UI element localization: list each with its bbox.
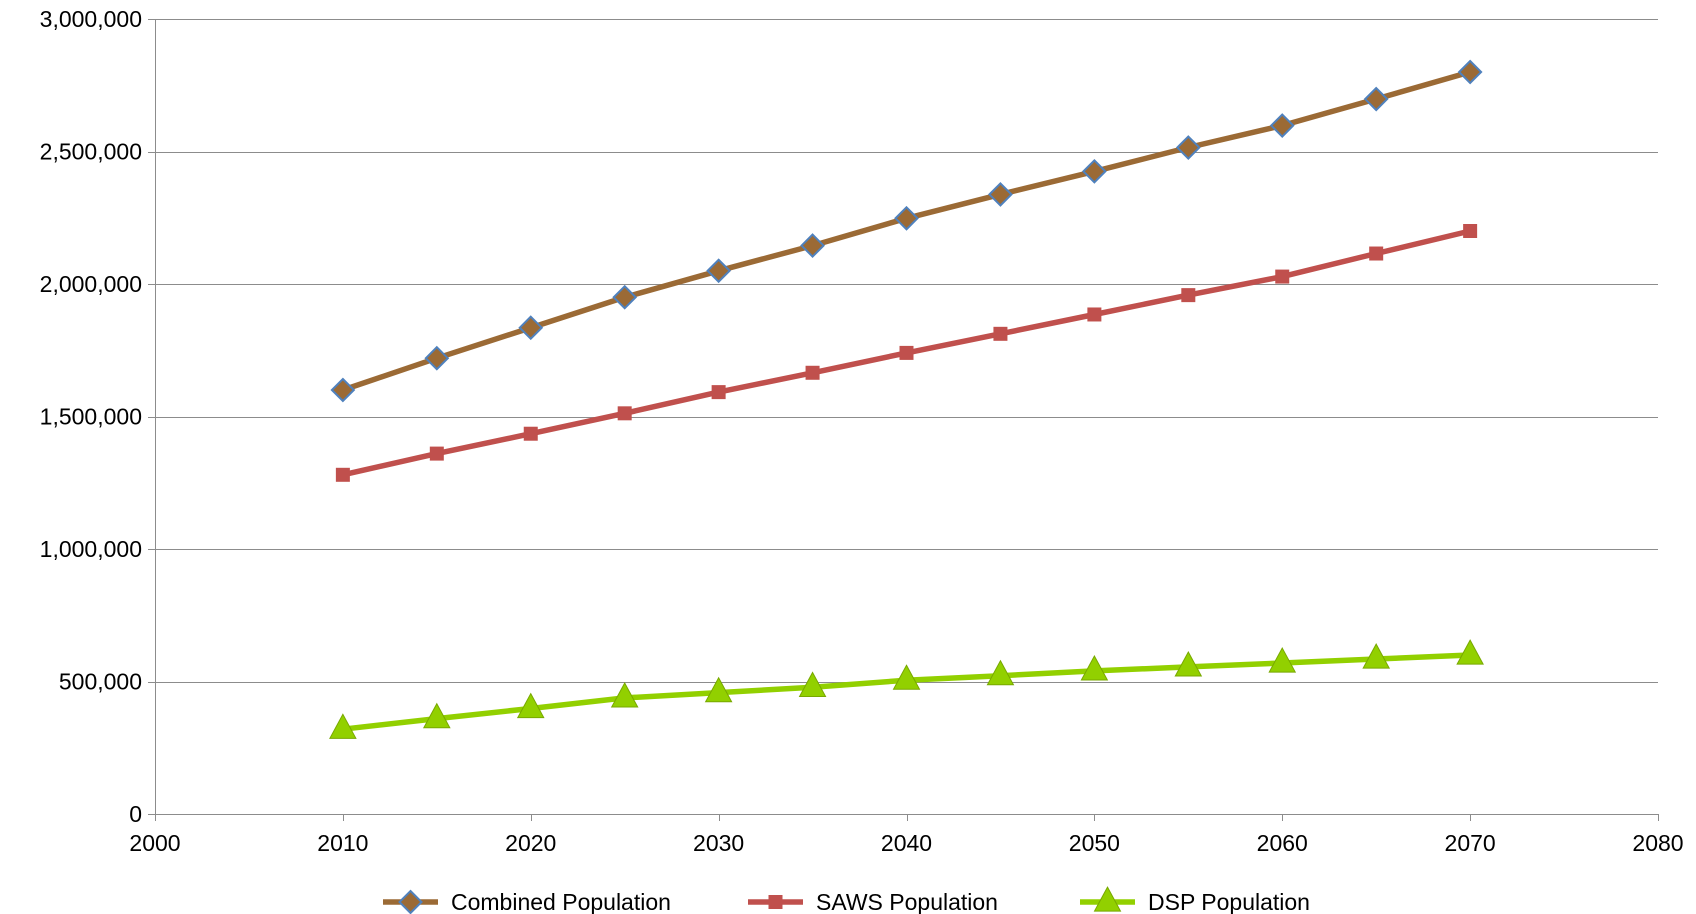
- data-point-saws-population: [429, 446, 444, 461]
- series-combined-population: [330, 59, 1483, 403]
- y-tick-label: 2,500,000: [40, 139, 142, 165]
- data-point-combined-population: [1081, 158, 1107, 184]
- x-tick-label: 2050: [1069, 830, 1120, 856]
- legend-item-dsp-population: DSP Population: [1080, 886, 1310, 914]
- x-tick-label: 2040: [881, 830, 932, 856]
- data-point-saws-population: [1181, 288, 1196, 303]
- data-point-saws-population: [711, 385, 726, 400]
- x-tick-label: 2010: [317, 830, 368, 856]
- data-point-saws-population: [1275, 269, 1290, 284]
- data-point-combined-population: [612, 284, 638, 310]
- y-axis-tick-labels: 0 500,000 1,000,000 1,500,000 2,000,000 2,500…: [40, 6, 142, 827]
- data-point-saws-population: [523, 426, 538, 441]
- y-tick-label: 3,000,000: [40, 6, 142, 32]
- axes: [148, 19, 1659, 821]
- legend-label-combined-population: Combined Population: [451, 889, 671, 914]
- data-point-combined-population: [1457, 59, 1483, 85]
- series-saws-population: [335, 224, 1478, 482]
- legend-item-saws-population: SAWS Population: [748, 889, 998, 914]
- data-point-combined-population: [1175, 135, 1201, 160]
- data-point-dsp-population: [986, 659, 1015, 686]
- data-point-combined-population: [424, 345, 450, 371]
- data-point-saws-population: [1369, 246, 1384, 261]
- legend-marker-saws-population: [768, 895, 783, 909]
- data-series: [329, 59, 1484, 739]
- x-tick-label: 2060: [1257, 830, 1308, 856]
- x-tick-label: 2020: [505, 830, 556, 856]
- y-tick-label: 0: [129, 801, 142, 827]
- x-tick-label: 2070: [1445, 830, 1496, 856]
- data-point-dsp-population: [610, 682, 639, 708]
- data-point-dsp-population: [516, 692, 545, 719]
- legend-label-dsp-population: DSP Population: [1148, 889, 1310, 914]
- y-tick-label: 500,000: [59, 669, 142, 695]
- data-point-saws-population: [899, 345, 914, 360]
- x-tick-label: 2030: [693, 830, 744, 856]
- gridlines: [155, 19, 1658, 683]
- legend-label-saws-population: SAWS Population: [816, 889, 998, 914]
- series-line-combined-population: [340, 69, 1473, 393]
- legend-item-combined-population: Combined Population: [383, 889, 671, 914]
- data-point-saws-population: [1463, 224, 1478, 238]
- data-point-dsp-population: [1456, 639, 1484, 665]
- data-point-dsp-population: [892, 664, 921, 690]
- data-point-combined-population: [1363, 86, 1389, 112]
- data-point-dsp-population: [1268, 647, 1297, 673]
- y-tick-label: 2,000,000: [40, 271, 142, 297]
- x-tick-label: 2080: [1632, 830, 1683, 856]
- data-point-combined-population: [518, 315, 544, 341]
- data-point-combined-population: [894, 205, 919, 231]
- data-point-dsp-population: [704, 676, 733, 703]
- data-point-saws-population: [805, 365, 820, 380]
- data-point-saws-population: [993, 326, 1008, 341]
- y-tick-label: 1,000,000: [40, 536, 142, 562]
- legend-marker-combined-population: [398, 889, 423, 914]
- data-point-dsp-population: [329, 713, 357, 739]
- data-point-dsp-population: [1080, 654, 1109, 681]
- data-point-saws-population: [335, 467, 350, 482]
- legend: Combined Population SAWS Population DSP Po…: [383, 886, 1310, 914]
- data-point-combined-population: [330, 377, 356, 403]
- data-point-saws-population: [1087, 307, 1102, 322]
- data-point-combined-population: [988, 182, 1013, 207]
- data-point-saws-population: [617, 406, 632, 421]
- series-dsp-population: [329, 639, 1484, 739]
- y-tick-label: 1,500,000: [40, 404, 142, 430]
- legend-marker-dsp-population: [1093, 886, 1122, 912]
- data-point-dsp-population: [1174, 650, 1203, 677]
- data-point-dsp-population: [798, 671, 827, 697]
- x-tick-label: 2000: [129, 830, 180, 856]
- x-axis-tick-labels: 2000 2010 2020 2030 2040 2050 2060 2070 2080: [129, 830, 1683, 856]
- data-point-dsp-population: [422, 702, 451, 729]
- data-point-combined-population: [706, 258, 732, 284]
- data-point-dsp-population: [1362, 643, 1391, 669]
- data-point-combined-population: [800, 233, 825, 258]
- data-point-combined-population: [1269, 113, 1295, 138]
